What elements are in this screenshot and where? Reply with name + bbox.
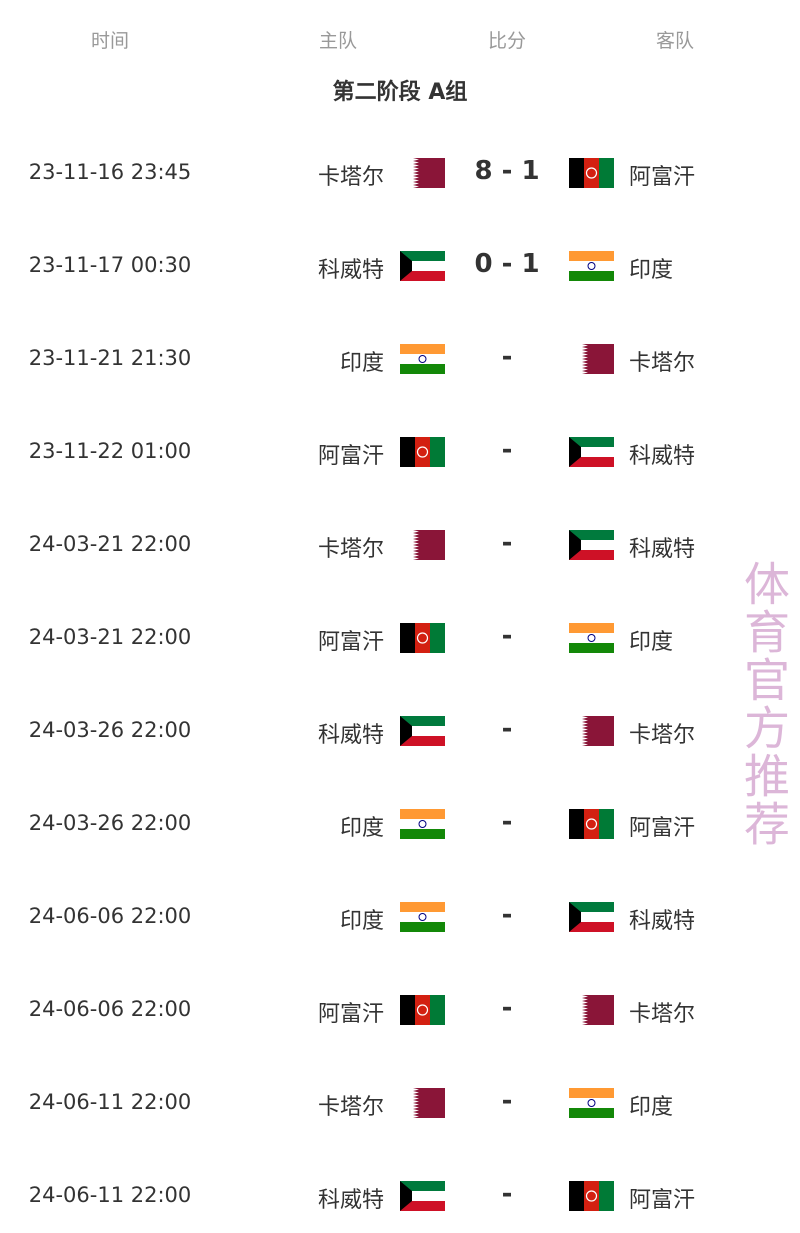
away-team: 印度	[629, 1095, 674, 1120]
header-score: 比分	[487, 30, 527, 52]
home-team: 卡塔尔	[317, 537, 384, 562]
match-time: 24-06-11 22:00	[28, 1090, 192, 1114]
match-row[interactable]: 24-03-26 22:00 科威特 - 卡塔尔	[0, 706, 800, 756]
kuwait-flag-icon	[400, 716, 445, 746]
qatar-flag-icon	[400, 530, 445, 560]
match-row[interactable]: 24-06-06 22:00 印度 - 科威特	[0, 892, 800, 942]
match-row[interactable]: 24-03-26 22:00 印度 - 阿富汗	[0, 799, 800, 849]
afghanistan-flag-icon	[569, 809, 614, 839]
afghanistan-flag-icon	[400, 995, 445, 1025]
header-time: 时间	[90, 30, 130, 52]
match-score: -	[501, 1086, 513, 1116]
home-team: 科威特	[317, 723, 384, 748]
kuwait-flag-icon	[569, 530, 614, 560]
qatar-flag-icon	[400, 1088, 445, 1118]
match-time: 23-11-22 01:00	[28, 439, 192, 463]
match-score: -	[501, 900, 513, 930]
away-team: 卡塔尔	[629, 351, 696, 376]
kuwait-flag-icon	[569, 902, 614, 932]
home-team: 印度	[339, 909, 384, 934]
qatar-flag-icon	[569, 344, 614, 374]
qatar-flag-icon	[569, 716, 614, 746]
away-team: 科威特	[629, 444, 696, 469]
match-time: 24-03-21 22:00	[28, 532, 192, 556]
home-team: 卡塔尔	[317, 165, 384, 190]
away-team: 印度	[629, 630, 674, 655]
match-time: 24-03-26 22:00	[28, 811, 192, 835]
match-time: 23-11-21 21:30	[28, 346, 192, 370]
group-title: 第二阶段 A组	[332, 80, 468, 105]
match-time: 24-03-26 22:00	[28, 718, 192, 742]
india-flag-icon	[569, 1088, 614, 1118]
home-team: 阿富汗	[317, 1002, 384, 1027]
match-time: 24-06-06 22:00	[28, 904, 192, 928]
home-team: 印度	[339, 351, 384, 376]
india-flag-icon	[400, 809, 445, 839]
afghanistan-flag-icon	[400, 623, 445, 653]
home-team: 卡塔尔	[317, 1095, 384, 1120]
away-team: 科威特	[629, 909, 696, 934]
qatar-flag-icon	[400, 158, 445, 188]
match-time: 23-11-17 00:30	[28, 253, 192, 277]
header-away: 客队	[655, 30, 695, 52]
india-flag-icon	[569, 251, 614, 281]
match-score: 0 - 1	[474, 249, 540, 279]
afghanistan-flag-icon	[569, 158, 614, 188]
home-team: 科威特	[317, 1188, 384, 1213]
home-team: 科威特	[317, 258, 384, 283]
match-score: 8 - 1	[474, 156, 540, 186]
match-row[interactable]: 24-03-21 22:00 阿富汗 - 印度	[0, 613, 800, 663]
home-team: 阿富汗	[317, 630, 384, 655]
away-team: 阿富汗	[629, 816, 696, 841]
match-row[interactable]: 23-11-17 00:30 科威特 0 - 1 印度	[0, 241, 800, 291]
match-score: -	[501, 435, 513, 465]
kuwait-flag-icon	[400, 1181, 445, 1211]
india-flag-icon	[400, 344, 445, 374]
match-score: -	[501, 1179, 513, 1209]
match-score: -	[501, 714, 513, 744]
away-team: 阿富汗	[629, 1188, 696, 1213]
match-row[interactable]: 24-03-21 22:00 卡塔尔 - 科威特	[0, 520, 800, 570]
kuwait-flag-icon	[569, 437, 614, 467]
header-home: 主队	[318, 30, 358, 52]
qatar-flag-icon	[569, 995, 614, 1025]
match-row[interactable]: 24-06-06 22:00 阿富汗 - 卡塔尔	[0, 985, 800, 1035]
match-row[interactable]: 24-06-11 22:00 科威特 - 阿富汗	[0, 1171, 800, 1221]
away-team: 科威特	[629, 537, 696, 562]
home-team: 阿富汗	[317, 444, 384, 469]
match-row[interactable]: 24-06-11 22:00 卡塔尔 - 印度	[0, 1078, 800, 1128]
india-flag-icon	[569, 623, 614, 653]
match-score: -	[501, 807, 513, 837]
match-row[interactable]: 23-11-21 21:30 印度 - 卡塔尔	[0, 334, 800, 384]
away-team: 卡塔尔	[629, 1002, 696, 1027]
match-time: 23-11-16 23:45	[28, 160, 192, 184]
afghanistan-flag-icon	[400, 437, 445, 467]
away-team: 卡塔尔	[629, 723, 696, 748]
match-time: 24-06-11 22:00	[28, 1183, 192, 1207]
match-time: 24-03-21 22:00	[28, 625, 192, 649]
match-score: -	[501, 621, 513, 651]
away-team: 印度	[629, 258, 674, 283]
match-score: -	[501, 993, 513, 1023]
match-time: 24-06-06 22:00	[28, 997, 192, 1021]
away-team: 阿富汗	[629, 165, 696, 190]
match-row[interactable]: 23-11-22 01:00 阿富汗 - 科威特	[0, 427, 800, 477]
match-score: -	[501, 528, 513, 558]
afghanistan-flag-icon	[569, 1181, 614, 1211]
india-flag-icon	[400, 902, 445, 932]
match-score: -	[501, 342, 513, 372]
match-row[interactable]: 23-11-16 23:45 卡塔尔 8 - 1 阿富汗	[0, 148, 800, 198]
home-team: 印度	[339, 816, 384, 841]
kuwait-flag-icon	[400, 251, 445, 281]
